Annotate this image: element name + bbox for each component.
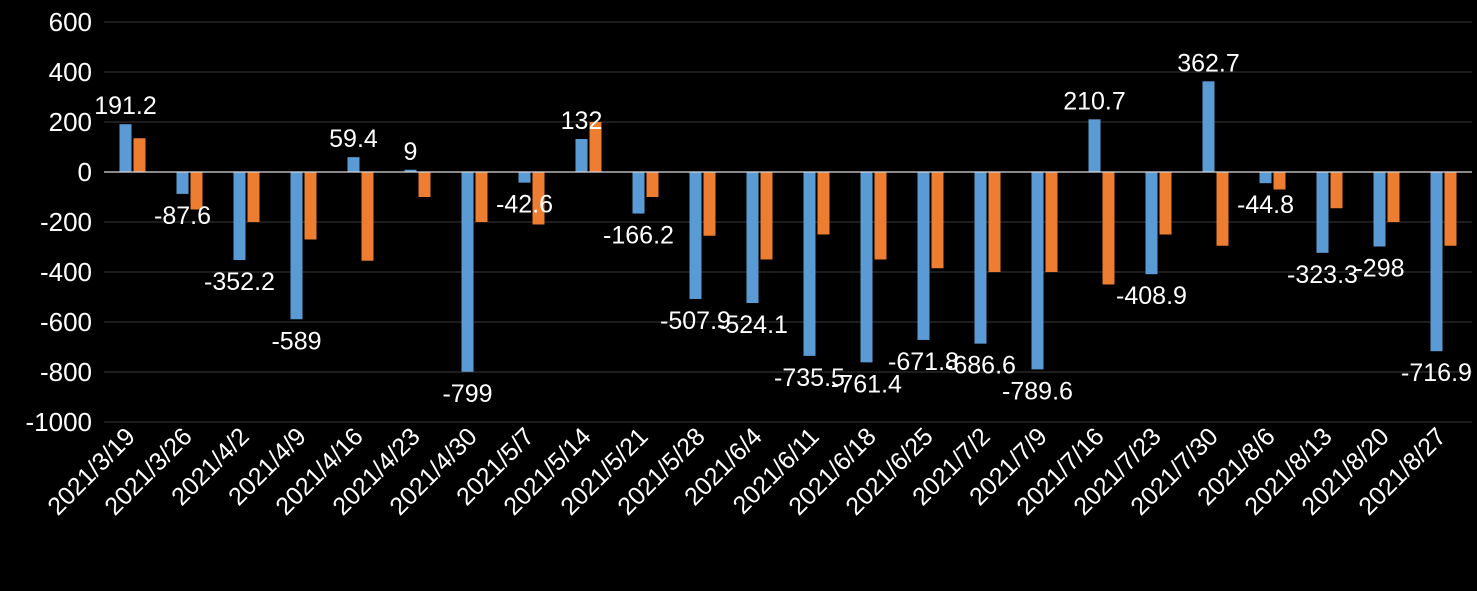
- bar-series2: [988, 172, 1001, 272]
- data-label: -735.5: [774, 364, 845, 392]
- y-tick-label: 0: [78, 157, 92, 187]
- data-label: -507.9: [660, 307, 731, 335]
- bar-series2: [247, 172, 260, 222]
- gridlines: [104, 21, 1472, 423]
- bar-series2: [1159, 172, 1172, 235]
- data-label: 210.7: [1063, 87, 1126, 115]
- data-labels: 191.2 -87.6 -352.2 -589 59.4 9 -799 -42.6 132 -16…: [94, 49, 1472, 407]
- data-label: -686.6: [945, 352, 1016, 380]
- bar-series1: [1259, 172, 1272, 184]
- bar-series2: [874, 172, 887, 260]
- bar-series1: [974, 172, 987, 344]
- bar-series1: [575, 139, 588, 172]
- bar-series2: [190, 172, 203, 210]
- bar-series2: [133, 138, 146, 172]
- data-label: 362.7: [1177, 49, 1240, 77]
- bar-series1: [746, 172, 759, 304]
- bar-series2: [760, 172, 773, 260]
- bar-series2: [931, 172, 944, 269]
- y-tick-label: -600: [40, 307, 92, 337]
- bar-series2: [532, 172, 545, 225]
- bar-series1: [632, 172, 645, 214]
- data-label: 59.4: [329, 125, 378, 153]
- data-label: -323.3: [1287, 261, 1358, 289]
- data-label: -44.8: [1237, 191, 1294, 219]
- bar-series2: [646, 172, 659, 197]
- data-label: -42.6: [496, 191, 553, 219]
- bar-series1: [803, 172, 816, 356]
- bar-series1: [1145, 172, 1158, 275]
- data-label: -524.1: [717, 311, 788, 339]
- data-label: -298: [1354, 255, 1404, 283]
- bar-series2: [361, 172, 374, 261]
- bar-series2: [1387, 172, 1400, 222]
- bar-series1: [233, 172, 246, 261]
- bar-series2: [1102, 172, 1115, 285]
- data-label: 191.2: [94, 92, 157, 120]
- y-tick-label: -800: [40, 357, 92, 387]
- bar-series1: [1316, 172, 1329, 253]
- y-tick-label: 200: [49, 107, 92, 137]
- bar-series1: [1430, 172, 1443, 352]
- bar-series2: [817, 172, 830, 235]
- data-label: 132: [561, 107, 603, 135]
- x-axis-ticks: 2021/3/192021/3/262021/4/22021/4/92021/4…: [42, 422, 1451, 521]
- bar-series1: [1373, 172, 1386, 247]
- data-label: -716.9: [1401, 359, 1472, 387]
- bar-series1: [290, 172, 303, 320]
- bar-series2: [418, 172, 431, 197]
- bar-series1: [119, 124, 132, 172]
- bar-series1: [860, 172, 873, 363]
- bar-series1: [518, 172, 531, 183]
- data-label: -589: [271, 327, 321, 355]
- data-label: -87.6: [154, 202, 211, 230]
- bar-series2: [1273, 172, 1286, 190]
- bar-series2: [475, 172, 488, 222]
- bar-series1: [1031, 172, 1044, 370]
- y-axis-ticks: 600 400 200 0 -200 -400 -600 -800 -1000: [26, 7, 93, 437]
- data-label: 9: [404, 138, 418, 166]
- bar-series1: [347, 157, 360, 172]
- y-tick-label: -1000: [26, 407, 93, 437]
- bar-series2: [1216, 172, 1229, 246]
- bar-series1: [1088, 119, 1101, 172]
- bar-series1: [176, 172, 189, 194]
- bar-series1: [917, 172, 930, 340]
- bar-series2: [304, 172, 317, 240]
- bar-series1: [461, 172, 474, 372]
- data-label: -352.2: [204, 268, 275, 296]
- data-label: -166.2: [603, 222, 674, 250]
- bar-series2: [1330, 172, 1343, 209]
- bar-series2: [703, 172, 716, 236]
- data-label: -671.8: [888, 348, 959, 376]
- bar-series2: [1444, 172, 1457, 246]
- bar-series2: [589, 122, 602, 172]
- bar-series1: [689, 172, 702, 299]
- data-label: -761.4: [831, 370, 902, 398]
- data-label: -789.6: [1002, 377, 1073, 405]
- y-tick-label: 400: [49, 57, 92, 87]
- y-tick-label: -400: [40, 257, 92, 287]
- data-label: -799: [442, 380, 492, 408]
- bar-series2: [1045, 172, 1058, 272]
- y-tick-label: -200: [40, 207, 92, 237]
- y-tick-label: 600: [49, 7, 92, 37]
- bars: [119, 81, 1457, 372]
- data-label: -408.9: [1116, 282, 1187, 310]
- bar-series1: [1202, 81, 1215, 172]
- bar-series1: [404, 169, 417, 172]
